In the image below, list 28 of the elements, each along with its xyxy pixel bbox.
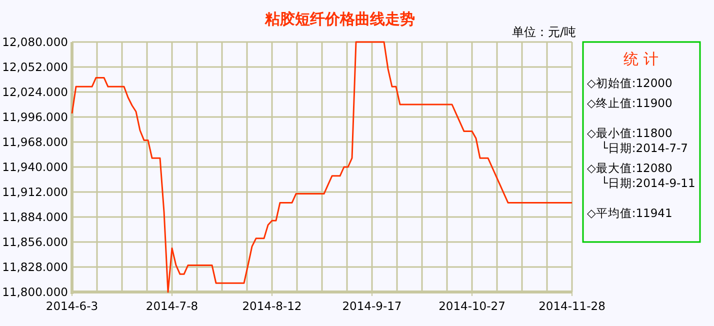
x-tick-label: 2014-7-8 (146, 299, 198, 313)
x-tick-label: 2014-10-27 (438, 299, 506, 313)
text: ◇最小值:11800 (587, 126, 672, 140)
y-tick-label: 11,968.000 (2, 135, 68, 149)
line-series (71, 41, 573, 293)
y-tick-label: 11,828.000 (2, 260, 68, 274)
text: ◇初始值:12000 (587, 76, 672, 90)
y-tick-label: 12,080.000 (2, 35, 68, 49)
x-tick-label: 2014-8-12 (242, 299, 302, 313)
x-tick-label: 2014-6-3 (46, 299, 98, 313)
text: ◇最大值:12080 (587, 161, 672, 175)
y-tick-label: 11,884.000 (2, 210, 68, 224)
x-tick-label: 2014-11-28 (538, 299, 606, 313)
y-tick-label: 11,856.000 (2, 235, 68, 249)
text: ◇终止值:11900 (587, 96, 672, 110)
text: ◇平均值:11941 (587, 206, 672, 220)
y-tick-label: 11,912.000 (2, 185, 68, 199)
y-tick-label: 12,024.000 (2, 85, 68, 99)
x-tick-label: 2014-9-17 (342, 299, 402, 313)
y-axis-title: 单位：元/吨 (512, 25, 576, 39)
text: 统 计 (624, 50, 658, 68)
y-tick-label: 11,940.000 (2, 160, 68, 174)
y-tick-label: 11,800.000 (2, 285, 68, 299)
y-tick-label: 11,996.000 (2, 110, 68, 124)
text: └日期:2014-9-11 (601, 176, 696, 190)
y-tick-label: 12,052.000 (2, 60, 68, 74)
text: └日期:2014-7-7 (601, 141, 688, 155)
chart-title: 粘胶短纤价格曲线走势 (264, 10, 415, 28)
